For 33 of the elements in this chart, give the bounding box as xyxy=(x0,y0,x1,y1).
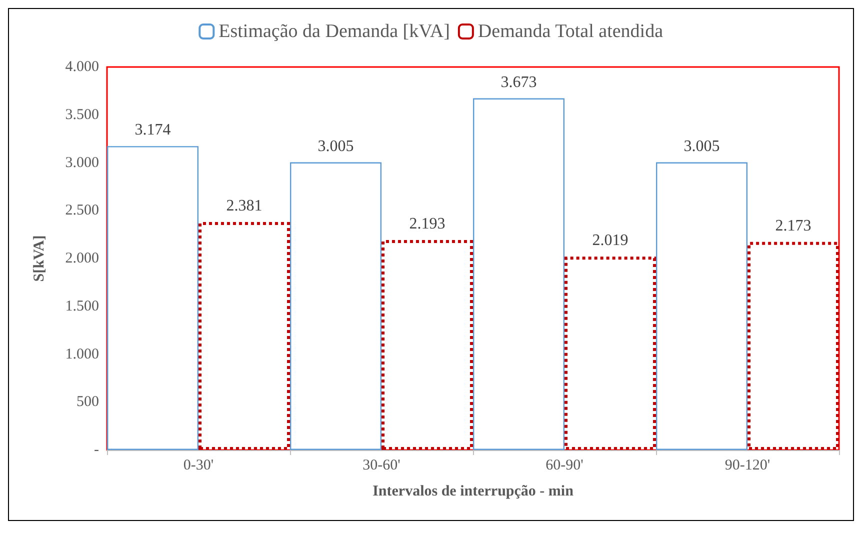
y-tick-label: 3.000 xyxy=(65,154,99,171)
data-label: 2.381 xyxy=(226,198,262,215)
y-tick-label: 2.000 xyxy=(65,250,99,266)
bar xyxy=(748,242,839,450)
data-label: 3.005 xyxy=(684,138,720,155)
bar xyxy=(290,162,382,450)
x-tick-label: 60-90' xyxy=(546,458,584,474)
data-label: 2.019 xyxy=(592,232,628,250)
data-label: 3.174 xyxy=(134,122,171,139)
data-label: 3.673 xyxy=(500,74,537,91)
y-tick-label: 1.500 xyxy=(65,298,99,314)
x-tick-label: 30-60' xyxy=(362,458,401,474)
bar xyxy=(656,162,748,450)
x-axis-title: Intervalos de interrupção - min xyxy=(372,484,574,500)
data-label: 2.193 xyxy=(409,216,446,233)
y-tick-label: 4.000 xyxy=(65,59,99,75)
legend-label: Demanda Total atendida xyxy=(478,21,664,42)
y-tick-label: 500 xyxy=(76,394,99,410)
y-tick-label: 3.500 xyxy=(65,106,99,123)
legend-label: Estimação da Demanda [kVA] xyxy=(218,21,450,42)
bar xyxy=(382,240,473,450)
data-label: 3.005 xyxy=(318,138,354,155)
bar xyxy=(564,256,656,450)
bar xyxy=(107,146,198,450)
bar xyxy=(198,222,290,450)
x-tick-label: 0-30' xyxy=(183,458,214,474)
x-tick-label: 90-120' xyxy=(724,458,770,474)
y-axis-title: S[kVA] xyxy=(32,235,48,282)
y-tick-label: 1.000 xyxy=(65,346,99,362)
data-label: 2.173 xyxy=(775,217,812,234)
bar xyxy=(473,98,564,450)
y-tick-label: 2.500 xyxy=(65,202,99,219)
y-tick-label: - xyxy=(94,442,99,458)
